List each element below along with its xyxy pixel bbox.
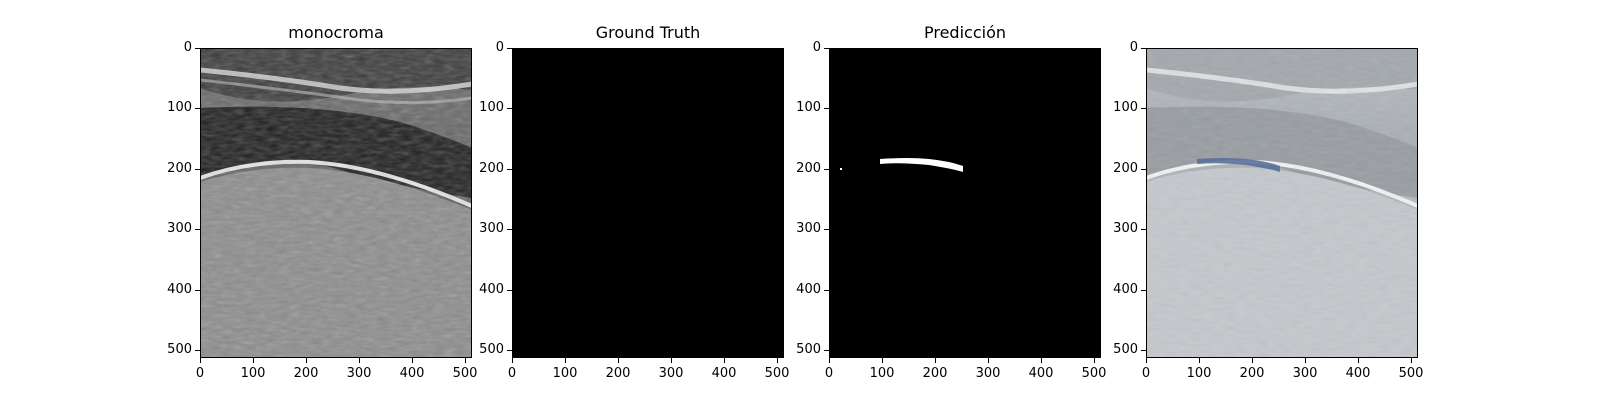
- y-tick-label: 300: [479, 221, 504, 236]
- x-tick-label: 500: [1081, 366, 1107, 381]
- panel-overlay: 0 100 200 300 400 500 0 100 200 300 400 …: [1113, 0, 1446, 400]
- overlay-image: [1146, 48, 1418, 358]
- y-tick-label: 400: [1113, 282, 1138, 297]
- x-tick-label: 100: [552, 366, 578, 381]
- x-tick-label: 300: [975, 366, 1001, 381]
- panel-prediccion: Predicción 0 100 200 300 400 500 0 100 2…: [796, 0, 1129, 400]
- y-tick-label: 0: [495, 40, 504, 55]
- y-tick-label: 500: [479, 342, 504, 357]
- y-tick-label: 200: [167, 161, 192, 176]
- x-tick-label: 0: [507, 366, 517, 381]
- y-tick-label: 100: [1113, 100, 1138, 115]
- y-tick-label: 100: [796, 100, 821, 115]
- y-tick-label: 500: [167, 342, 192, 357]
- x-tick-label: 200: [1239, 366, 1265, 381]
- x-tick-label: 100: [240, 366, 266, 381]
- y-tick-label: 500: [1113, 342, 1138, 357]
- x-tick-label: 500: [1398, 366, 1424, 381]
- x-tick-label: 0: [195, 366, 205, 381]
- predicted-mask: [829, 48, 1101, 358]
- x-tick-label: 200: [293, 366, 319, 381]
- x-tick-label: 300: [1292, 366, 1318, 381]
- x-tick-label: 100: [1186, 366, 1212, 381]
- x-tick-label: 300: [346, 366, 372, 381]
- y-tick-label: 200: [796, 161, 821, 176]
- x-tick-label: 100: [869, 366, 895, 381]
- x-tick-label: 400: [399, 366, 425, 381]
- y-tick-label: 400: [796, 282, 821, 297]
- y-tick-label: 500: [796, 342, 821, 357]
- x-tick-label: 0: [824, 366, 834, 381]
- panel-title: Predicción: [923, 23, 1006, 42]
- panel-ground-truth: Ground Truth 0 100 200 300 400 500 0 100…: [479, 0, 812, 400]
- y-tick-label: 300: [1113, 221, 1138, 236]
- y-tick-label: 0: [183, 40, 192, 55]
- y-tick-label: 400: [167, 282, 192, 297]
- x-tick-label: 400: [711, 366, 737, 381]
- x-tick-label: 400: [1345, 366, 1371, 381]
- x-tick-label: 200: [922, 366, 948, 381]
- x-tick-label: 400: [1028, 366, 1054, 381]
- panel-title: monocroma: [288, 23, 384, 42]
- panel-title: [1146, 22, 1418, 44]
- y-tick-label: 100: [167, 100, 192, 115]
- y-tick-label: 200: [479, 161, 504, 176]
- y-tick-label: 100: [479, 100, 504, 115]
- y-tick-label: 0: [812, 40, 821, 55]
- y-tick-label: 400: [479, 282, 504, 297]
- y-tick-label: 300: [167, 221, 192, 236]
- ground-truth-mask: [512, 48, 784, 358]
- y-tick-label: 300: [796, 221, 821, 236]
- x-tick-label: 500: [764, 366, 790, 381]
- ultrasound-image: [200, 48, 472, 358]
- x-tick-label: 300: [658, 366, 684, 381]
- y-tick-label: 0: [1129, 40, 1138, 55]
- x-tick-label: 0: [1141, 366, 1151, 381]
- panel-title: Ground Truth: [595, 23, 701, 42]
- x-tick-label: 500: [452, 366, 478, 381]
- panel-monocroma: monocroma: [167, 0, 500, 400]
- x-tick-label: 200: [605, 366, 631, 381]
- y-tick-label: 200: [1113, 161, 1138, 176]
